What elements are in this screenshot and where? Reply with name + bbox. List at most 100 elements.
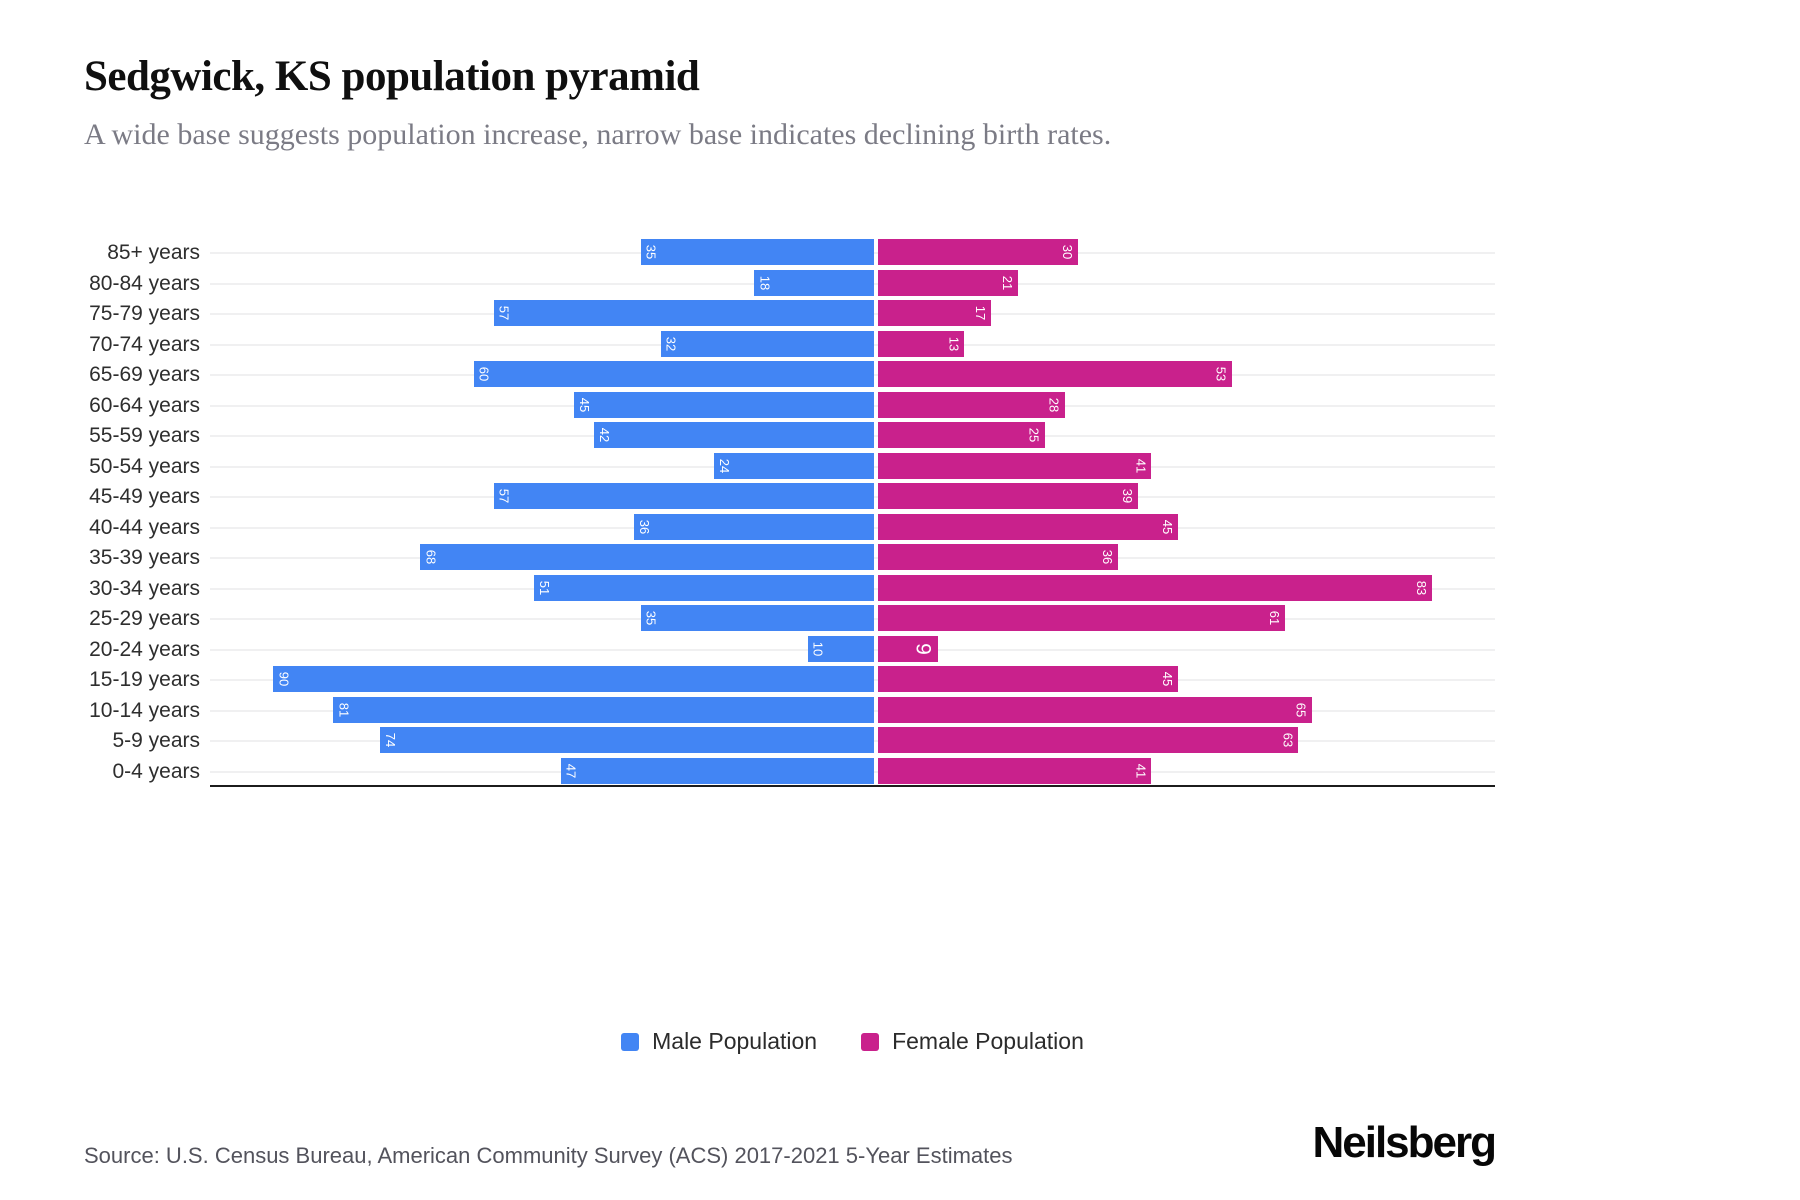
female-bar-value-label: 28: [1046, 397, 1062, 413]
age-group-label: 75-79 years: [89, 301, 200, 325]
male-bar-value-label: 60: [476, 366, 492, 382]
age-group-label: 20-24 years: [89, 637, 200, 661]
male-bar[interactable]: 35: [640, 239, 875, 265]
neilsberg-logo: Neilsberg: [1312, 1118, 1497, 1167]
female-bar-value-label: 65: [1293, 702, 1309, 718]
age-group-label: 25-29 years: [89, 606, 200, 630]
age-group-label: 50-54 years: [89, 454, 200, 478]
male-bar-value-label: 57: [496, 305, 512, 321]
male-bar-value-label: 57: [496, 488, 512, 504]
female-bar[interactable]: 13: [877, 331, 965, 357]
female-bar[interactable]: 53: [877, 361, 1232, 387]
female-bar-value-label: 39: [1120, 488, 1136, 504]
pyramid-row: 70-74 years 32 13: [0, 329, 1800, 360]
male-bar[interactable]: 57: [493, 300, 875, 326]
male-bar[interactable]: 35: [640, 605, 875, 631]
male-bar-value-label: 24: [717, 458, 733, 474]
age-group-label: 5-9 years: [112, 728, 200, 752]
pyramid-row: 55-59 years 42 25: [0, 420, 1800, 451]
male-bar[interactable]: 90: [273, 666, 875, 692]
age-group-label: 85+ years: [107, 240, 200, 264]
female-bar[interactable]: 63: [877, 727, 1299, 753]
male-bar[interactable]: 24: [714, 453, 875, 479]
female-legend-swatch: [861, 1032, 880, 1051]
female-bar[interactable]: 61: [877, 605, 1285, 631]
legend-item-female[interactable]: Female Population: [861, 1028, 1084, 1055]
page-subtitle: A wide base suggests population increase…: [84, 118, 1112, 151]
male-bar[interactable]: 60: [473, 361, 875, 387]
age-group-label: 65-69 years: [89, 362, 200, 386]
male-bar[interactable]: 42: [593, 422, 875, 448]
pyramid-row: 25-29 years 35 61: [0, 603, 1800, 634]
female-bar[interactable]: 45: [877, 666, 1179, 692]
pyramid-row: 40-44 years 36 45: [0, 512, 1800, 543]
pyramid-row: 75-79 years 57 17: [0, 298, 1800, 329]
male-bar-value-label: 45: [576, 397, 592, 413]
male-bar-value-label: 10: [810, 641, 826, 657]
male-bar-value-label: 51: [536, 580, 552, 596]
pyramid-row: 0-4 years 47 41: [0, 756, 1800, 787]
female-bar[interactable]: 28: [877, 392, 1065, 418]
female-legend-label: Female Population: [892, 1028, 1084, 1054]
female-bar[interactable]: 9: [877, 636, 938, 662]
male-bar-value-label: 90: [276, 671, 292, 687]
female-bar-value-label: 41: [1133, 763, 1149, 779]
male-bar-value-label: 35: [643, 610, 659, 626]
female-bar[interactable]: 41: [877, 758, 1152, 784]
age-group-label: 10-14 years: [89, 698, 200, 722]
age-group-label: 45-49 years: [89, 484, 200, 508]
male-bar-value-label: 42: [596, 427, 612, 443]
male-bar[interactable]: 47: [560, 758, 875, 784]
female-bar-value-label: 17: [973, 305, 989, 321]
male-bar[interactable]: 57: [493, 483, 875, 509]
male-bar-value-label: 36: [637, 519, 653, 535]
male-bar[interactable]: 36: [634, 514, 875, 540]
female-bar[interactable]: 65: [877, 697, 1312, 723]
male-bar-value-label: 35: [643, 244, 659, 260]
female-bar[interactable]: 45: [877, 514, 1179, 540]
male-bar[interactable]: 81: [333, 697, 875, 723]
male-bar[interactable]: 32: [660, 331, 875, 357]
female-bar-value-label: 83: [1413, 580, 1429, 596]
pyramid-row: 15-19 years 90 45: [0, 664, 1800, 695]
male-bar[interactable]: 74: [380, 727, 875, 753]
pyramid-row: 80-84 years 18 21: [0, 268, 1800, 299]
male-bar[interactable]: 18: [754, 270, 875, 296]
age-group-label: 35-39 years: [89, 545, 200, 569]
male-bar-value-label: 18: [757, 275, 773, 291]
female-bar[interactable]: 83: [877, 575, 1432, 601]
age-group-label: 30-34 years: [89, 576, 200, 600]
female-bar[interactable]: 17: [877, 300, 992, 326]
female-bar-value-label: 36: [1099, 549, 1115, 565]
male-bar[interactable]: 10: [807, 636, 875, 662]
male-bar-value-label: 47: [563, 763, 579, 779]
male-bar[interactable]: 51: [533, 575, 875, 601]
male-bar[interactable]: 68: [420, 544, 875, 570]
population-pyramid-chart: 85+ years 35 30 80-84 years 18 21 75-79 years 5…: [0, 237, 1800, 787]
male-bar-value-label: 68: [423, 549, 439, 565]
pyramid-row: 60-64 years 45 28: [0, 390, 1800, 421]
age-group-label: 0-4 years: [112, 759, 200, 783]
male-bar-value-label: 81: [336, 702, 352, 718]
pyramid-row: 30-34 years 51 83: [0, 573, 1800, 604]
pyramid-row: 20-24 years 10 9: [0, 634, 1800, 665]
female-bar-value-label: 30: [1059, 244, 1075, 260]
female-bar-value-label: 41: [1133, 458, 1149, 474]
female-bar[interactable]: 36: [877, 544, 1118, 570]
legend-item-male[interactable]: Male Population: [621, 1028, 817, 1055]
male-bar[interactable]: 45: [573, 392, 875, 418]
page-title: Sedgwick, KS population pyramid: [84, 53, 700, 100]
age-group-label: 55-59 years: [89, 423, 200, 447]
female-bar[interactable]: 30: [877, 239, 1078, 265]
female-bar[interactable]: 25: [877, 422, 1045, 448]
female-bar-value-label: 21: [999, 275, 1015, 291]
source-attribution: Source: U.S. Census Bureau, American Com…: [84, 1143, 1013, 1168]
male-legend-swatch: [621, 1032, 640, 1051]
male-legend-label: Male Population: [652, 1028, 818, 1054]
female-bar-value-label: 9: [911, 643, 935, 655]
female-bar-value-label: 63: [1280, 732, 1296, 748]
female-bar[interactable]: 39: [877, 483, 1139, 509]
female-bar[interactable]: 41: [877, 453, 1152, 479]
female-bar-value-label: 45: [1160, 519, 1176, 535]
female-bar[interactable]: 21: [877, 270, 1018, 296]
